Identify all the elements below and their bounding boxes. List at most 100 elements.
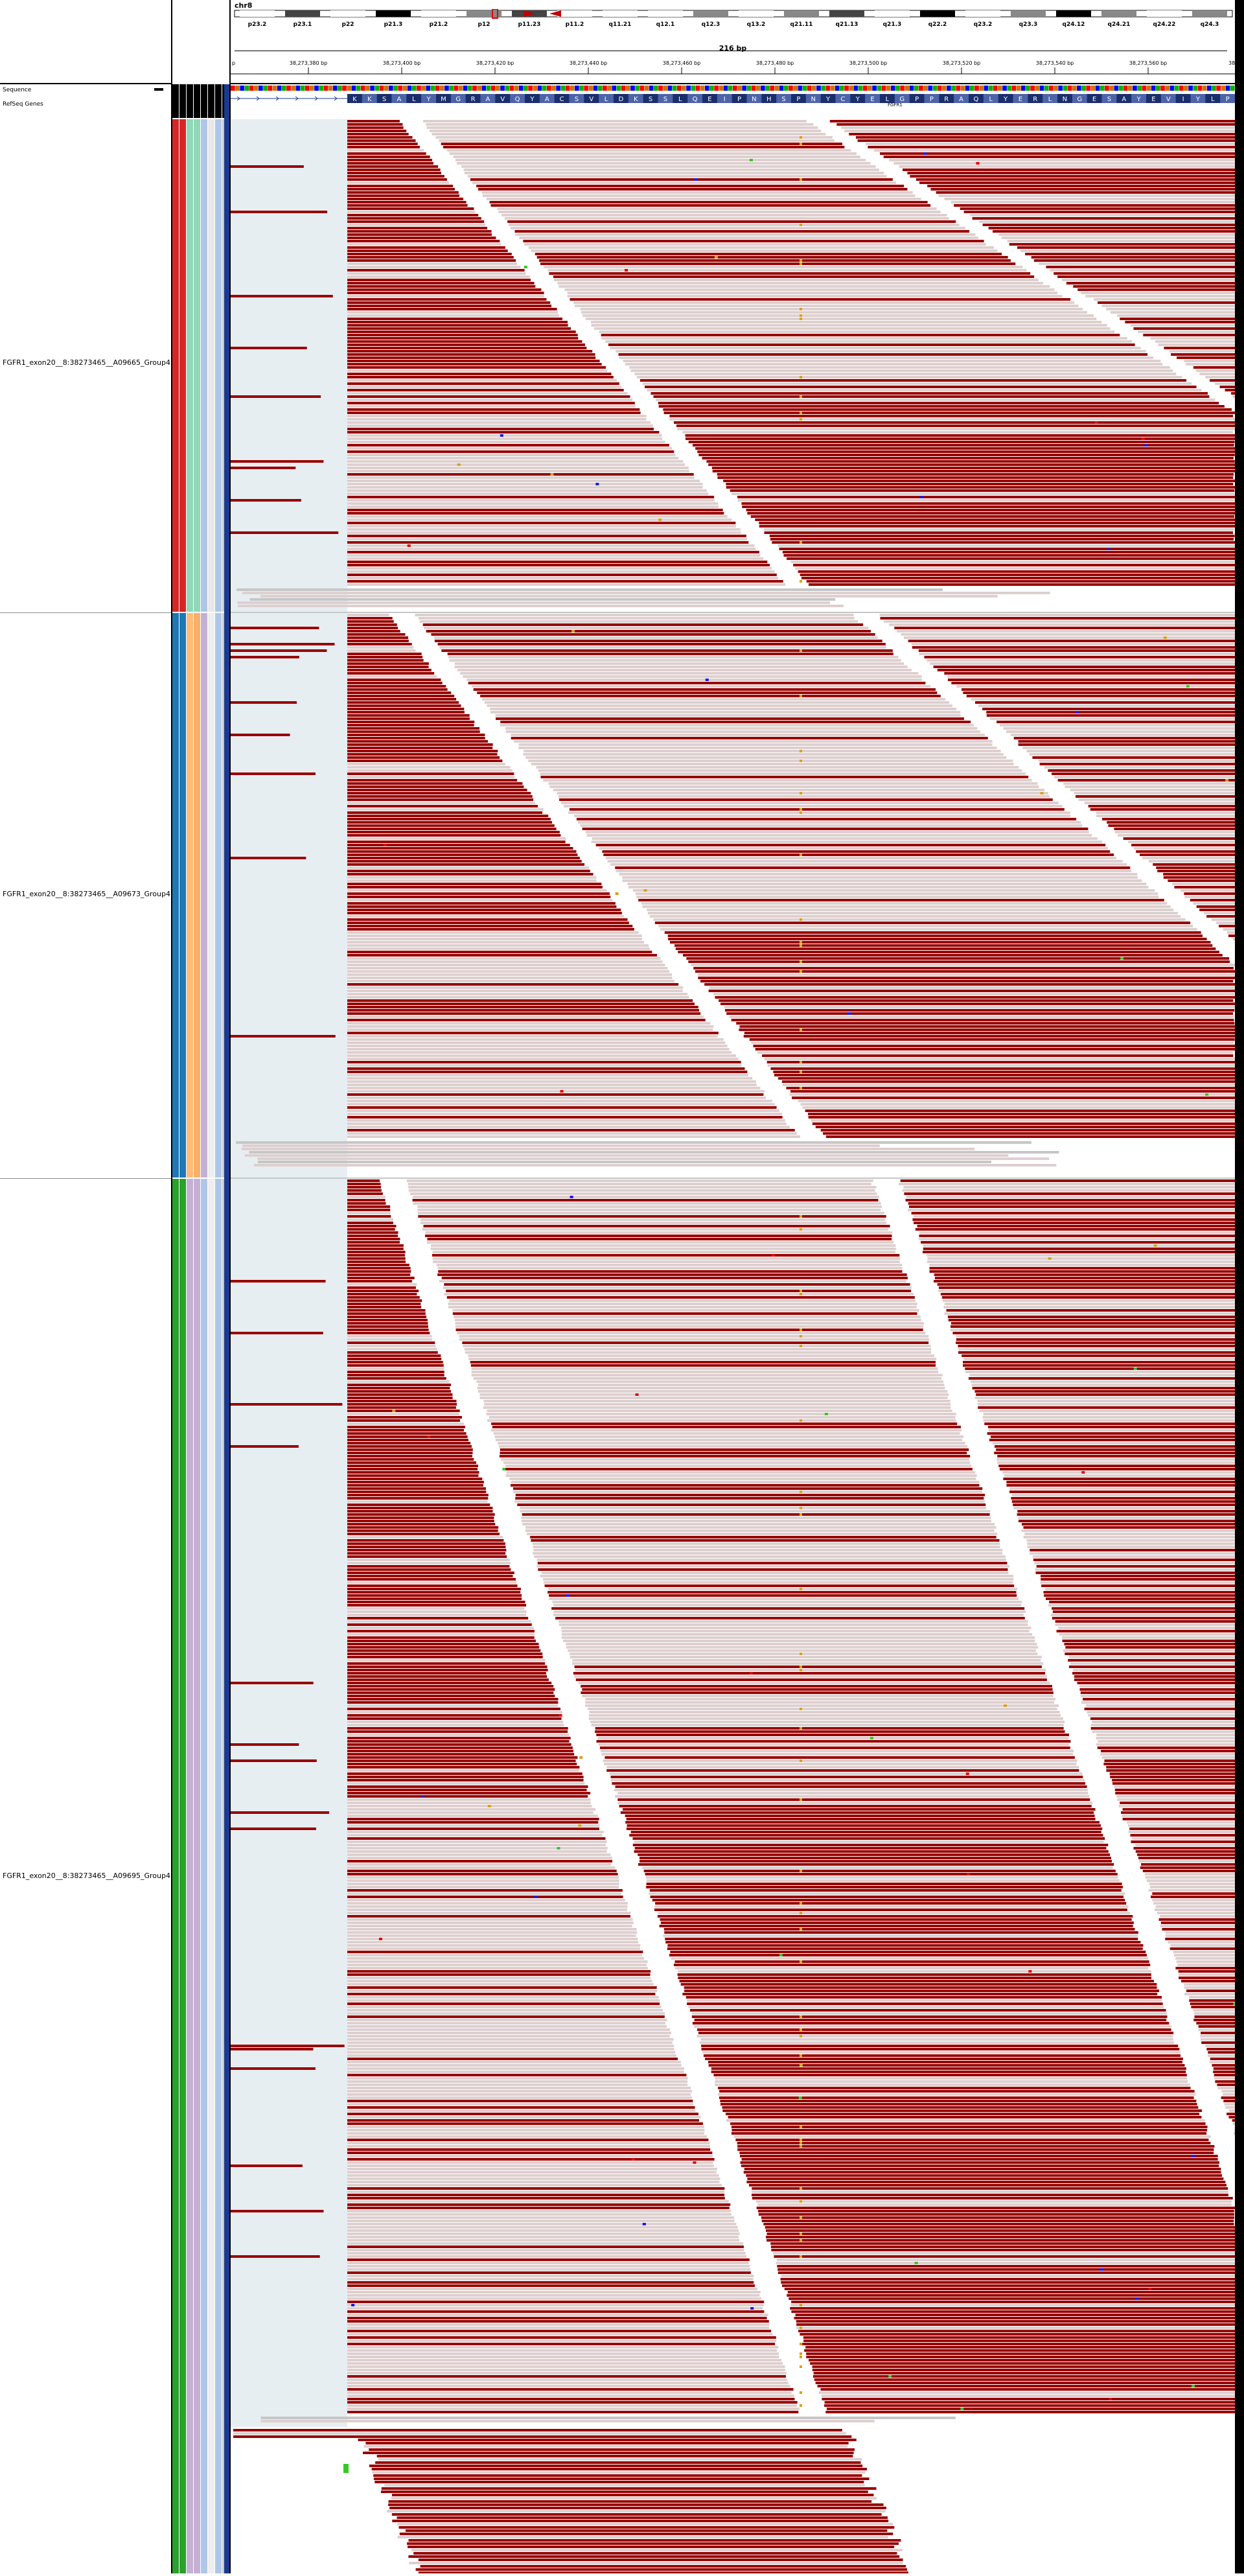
read: [923, 1247, 1235, 1250]
read: [347, 2226, 738, 2229]
read: [825, 2411, 1235, 2413]
read: [347, 1319, 428, 1321]
read: [347, 2310, 764, 2313]
track-label-a09695[interactable]: FGFR1_exon20__8:38273465__A09695_Group4.…: [3, 1872, 189, 1880]
read: [999, 233, 1235, 236]
read: [347, 2074, 686, 2076]
attribute-panel: [172, 0, 231, 2573]
read: [1134, 847, 1235, 850]
read: [363, 2452, 854, 2454]
read: [731, 493, 1234, 495]
read: [697, 450, 1235, 453]
read: [1027, 750, 1235, 752]
track-label-a09665[interactable]: FGFR1_exon20__8:38273465__A09665_Group4.…: [3, 358, 189, 367]
read: [708, 463, 1235, 466]
mismatch: [800, 853, 802, 856]
read: [347, 1623, 532, 1626]
read: [347, 902, 616, 905]
read: [929, 1264, 1235, 1266]
read: [1196, 2022, 1235, 2025]
read: [1030, 1549, 1235, 1551]
read: [566, 1643, 1037, 1645]
read: [496, 717, 964, 720]
read: [737, 2142, 1211, 2144]
read: [779, 548, 1235, 550]
scrollbar[interactable]: [1235, 0, 1244, 2573]
mismatch: [571, 630, 575, 632]
refseq-track-label[interactable]: RefSeq Genes: [3, 101, 43, 108]
read: [1076, 795, 1235, 798]
read: [778, 1077, 1235, 1080]
read: [501, 214, 947, 216]
attribute-columns[interactable]: [172, 0, 229, 2573]
read: [608, 343, 1135, 346]
read: [947, 675, 1235, 678]
read: [347, 2294, 759, 2297]
read: [1174, 1954, 1235, 1956]
read: [347, 1649, 540, 1652]
read: [606, 1769, 1079, 1772]
alignment-area[interactable]: [231, 0, 1235, 2573]
read: [603, 1759, 1077, 1762]
read: [347, 1406, 456, 1409]
sequence-track-label[interactable]: Sequence: [3, 87, 31, 93]
read: [347, 2220, 735, 2222]
mismatch: [1144, 444, 1147, 447]
read: [389, 2500, 872, 2503]
read: [347, 659, 424, 662]
mismatch: [1192, 2385, 1195, 2387]
read: [1011, 734, 1235, 736]
read: [792, 1097, 1235, 1099]
read: [856, 136, 1235, 139]
mismatch: [800, 1293, 802, 1295]
attribute-cell: [194, 119, 200, 612]
read: [575, 305, 1079, 307]
mismatch: [800, 308, 802, 310]
mismatch: [800, 1759, 802, 1762]
read: [347, 973, 672, 976]
read: [347, 1306, 421, 1308]
read: [347, 185, 453, 187]
read: [522, 1523, 995, 1526]
read: [1068, 1659, 1235, 1662]
read: [559, 1623, 1028, 1626]
read: [547, 1591, 1016, 1594]
read: [962, 1354, 1235, 1357]
read: [347, 1542, 505, 1545]
read: [347, 776, 514, 778]
read: [347, 1941, 638, 1944]
read: [1223, 2093, 1235, 2096]
read: [1002, 1471, 1235, 1474]
read: [789, 2297, 1235, 2300]
read: [347, 1367, 444, 1370]
read: [347, 1850, 607, 1853]
read: [347, 1215, 391, 1218]
read: [347, 143, 418, 145]
read: [433, 1260, 900, 1263]
mismatch: [800, 1727, 802, 1730]
read: [617, 1798, 1090, 1801]
mismatch: [534, 1896, 537, 1898]
mismatch: [800, 944, 802, 947]
read: [347, 1045, 727, 1047]
read: [1073, 1669, 1235, 1671]
read: [1166, 1931, 1235, 1934]
read: [663, 1934, 1138, 1937]
read: [983, 1419, 1235, 1422]
read: [408, 2555, 899, 2558]
read: [347, 1844, 606, 1846]
read: [582, 1688, 1052, 1691]
strand-arrow-icon[interactable]: [154, 88, 163, 91]
read: [1136, 1850, 1235, 1853]
read: [257, 1157, 1049, 1160]
read: [347, 1478, 482, 1480]
read: [347, 2152, 712, 2154]
read: [717, 476, 1233, 479]
read: [909, 1205, 1235, 1208]
track-label-a09673[interactable]: FGFR1_exon20__8:38273465__A09673_Group4.…: [3, 890, 189, 898]
read: [453, 1312, 917, 1315]
read: [347, 954, 657, 957]
read: [596, 1734, 1069, 1736]
read: [426, 630, 871, 632]
read: [369, 2448, 855, 2451]
